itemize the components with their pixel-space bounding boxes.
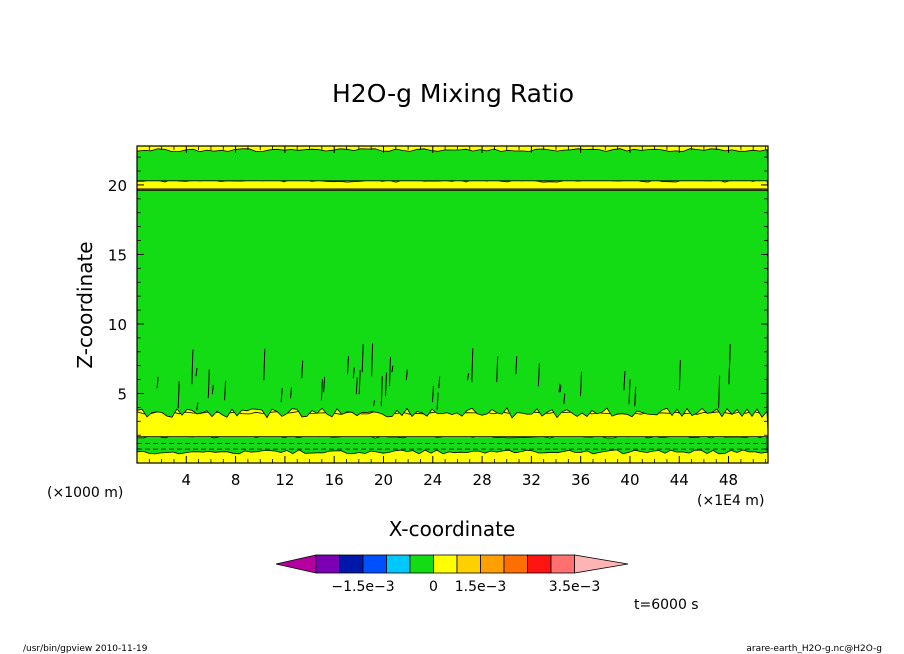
contour-spike <box>563 393 566 405</box>
y-tick-label: 10 <box>108 316 127 334</box>
contour-spike <box>623 370 626 391</box>
contour-spike <box>380 376 383 407</box>
contour-spike <box>195 368 198 377</box>
x-tick-label: 44 <box>670 471 689 489</box>
colorbar-cell <box>527 554 552 574</box>
footer-right: arare-earth_H2O-g.nc@H2O-g <box>746 644 882 654</box>
x-tick-label: 32 <box>522 471 541 489</box>
contour-spike <box>211 384 214 395</box>
x-tick-label: 24 <box>423 471 442 489</box>
contour-spike <box>371 343 374 377</box>
contour-spike <box>496 356 499 383</box>
contour-spike <box>196 402 199 411</box>
contour-spike <box>537 363 540 387</box>
contour-spike <box>347 356 349 375</box>
x-axis-unit-right: (×1E4 m) <box>697 493 764 509</box>
contour-spike <box>177 381 180 409</box>
x-tick-label: 16 <box>325 471 344 489</box>
contour-spike <box>385 372 387 397</box>
contour-spike <box>352 367 355 379</box>
colorbar-cell <box>480 554 505 574</box>
contour-spike <box>263 348 266 381</box>
colorbar-cell <box>362 554 387 574</box>
contour-spike <box>156 376 159 389</box>
contour-spike <box>467 373 470 381</box>
colorbar-label: 1.5e−3 <box>455 579 507 595</box>
x-axis-label: X-coordinate <box>389 517 516 541</box>
footer-left: /usr/bin/gpview 2010-11-19 <box>23 644 148 654</box>
contour-spike <box>358 369 361 395</box>
contour-spike <box>224 380 227 401</box>
contour-spike <box>405 369 408 381</box>
chart-title: H2O-g Mixing Ratio <box>332 79 574 108</box>
y-tick-label: 5 <box>117 385 127 403</box>
time-label: t=6000 s <box>634 597 699 613</box>
contour-spike <box>389 356 391 387</box>
x-tick-label: 36 <box>571 471 590 489</box>
contour-band <box>136 148 769 182</box>
colorbar-label: 0 <box>429 579 438 595</box>
contour-band <box>136 190 769 419</box>
colorbar-cell <box>315 554 340 574</box>
y-axis-label: Z-coordinate <box>73 241 97 368</box>
contour-spike <box>718 375 721 409</box>
y-tick-label: 15 <box>108 246 127 264</box>
x-tick-label: 28 <box>473 471 492 489</box>
x-tick-label: 20 <box>374 471 393 489</box>
contour-spike <box>728 344 731 379</box>
x-axis-unit-left: (×1000 m) <box>47 485 123 501</box>
colorbar-cell <box>503 554 528 574</box>
contour-spike <box>558 383 561 393</box>
colorbar-arrow-right <box>574 554 629 574</box>
colorbar-cell <box>409 554 434 574</box>
y-tick-label: 20 <box>108 177 127 195</box>
x-tick-label: 12 <box>275 471 294 489</box>
contour-spike <box>432 385 434 403</box>
contour-spike <box>628 379 631 405</box>
plot-frame <box>136 145 769 464</box>
contour-spike <box>634 394 637 405</box>
contour-spike <box>438 376 441 389</box>
x-tick-label: 48 <box>719 471 738 489</box>
contour-spike <box>559 385 562 393</box>
contour-spike <box>678 359 681 391</box>
contour-spike <box>580 371 582 397</box>
contour-spike <box>373 400 375 407</box>
contour-spike <box>207 369 210 399</box>
contour-spike <box>515 356 518 375</box>
contour-spike <box>355 377 358 395</box>
colorbar-arrow-left <box>275 554 317 574</box>
colorbar-cell <box>339 554 364 574</box>
colorbar-cell <box>456 554 481 574</box>
contour-spike <box>280 387 283 403</box>
contour-spike <box>391 365 394 373</box>
colorbar-label: 3.5e−3 <box>549 579 601 595</box>
contour-spike <box>436 392 439 411</box>
contour-spike <box>290 387 292 399</box>
colorbar-cell <box>550 554 575 574</box>
colorbar-cell <box>433 554 458 574</box>
colorbar: −1.5e−3 0 1.5e−3 3.5e−3 <box>275 554 629 595</box>
contour-band <box>136 411 769 437</box>
x-tick-label: 8 <box>231 471 241 489</box>
contour-spike <box>191 349 194 385</box>
contour-spike <box>471 348 474 383</box>
colorbar-label: −1.5e−3 <box>331 579 394 595</box>
contour-spike <box>361 344 364 373</box>
colorbar-cell <box>386 554 411 574</box>
contour-spike <box>320 379 323 401</box>
contour-spike <box>323 376 326 393</box>
x-tick-label: 4 <box>182 471 192 489</box>
contour-spike <box>301 360 304 379</box>
x-tick-label: 40 <box>620 471 639 489</box>
